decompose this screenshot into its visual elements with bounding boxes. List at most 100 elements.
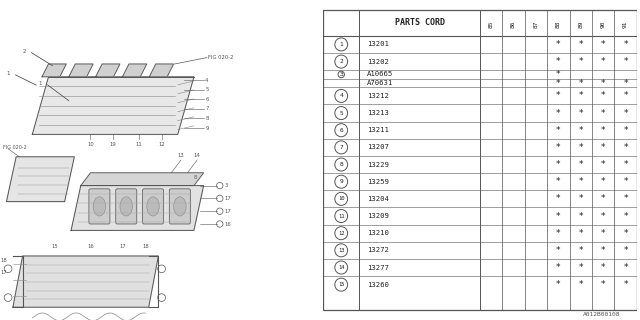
Text: 17: 17	[0, 270, 7, 276]
Text: 17: 17	[120, 244, 126, 249]
Text: *: *	[579, 177, 583, 186]
Text: *: *	[601, 177, 605, 186]
Text: *: *	[579, 263, 583, 272]
Text: *: *	[556, 194, 561, 204]
Text: A70631: A70631	[367, 80, 394, 86]
Text: *: *	[623, 143, 628, 152]
Text: *: *	[556, 70, 561, 79]
Text: *: *	[556, 40, 561, 49]
Text: 13204: 13204	[367, 196, 389, 202]
Text: A10665: A10665	[367, 71, 394, 77]
FancyBboxPatch shape	[89, 189, 110, 224]
Text: *: *	[579, 194, 583, 204]
Text: *: *	[601, 160, 605, 169]
Text: *: *	[623, 92, 628, 100]
Text: *: *	[623, 177, 628, 186]
Text: 3: 3	[339, 72, 343, 77]
FancyBboxPatch shape	[143, 189, 164, 224]
Text: 18: 18	[0, 258, 7, 263]
Text: *: *	[601, 143, 605, 152]
Text: *: *	[579, 246, 583, 255]
Text: 14: 14	[194, 153, 200, 158]
Text: *: *	[623, 126, 628, 135]
Circle shape	[335, 158, 348, 171]
Text: *: *	[556, 78, 561, 88]
Circle shape	[335, 124, 348, 137]
Text: *: *	[579, 143, 583, 152]
Text: *: *	[556, 126, 561, 135]
Text: *: *	[556, 160, 561, 169]
Text: *: *	[623, 246, 628, 255]
Text: 9: 9	[205, 125, 209, 131]
Text: *: *	[601, 229, 605, 238]
Circle shape	[335, 261, 348, 274]
Polygon shape	[71, 186, 204, 230]
Text: *: *	[579, 126, 583, 135]
Text: 8: 8	[194, 175, 197, 180]
Polygon shape	[95, 64, 120, 77]
Text: 1: 1	[6, 71, 10, 76]
Text: *: *	[579, 229, 583, 238]
Text: *: *	[556, 108, 561, 117]
Text: 13: 13	[338, 248, 344, 253]
Text: *: *	[601, 246, 605, 255]
Circle shape	[335, 192, 348, 205]
Circle shape	[157, 294, 166, 301]
Text: 86: 86	[511, 20, 516, 28]
Circle shape	[4, 294, 12, 301]
Text: *: *	[556, 143, 561, 152]
Text: *: *	[556, 92, 561, 100]
Text: *: *	[623, 160, 628, 169]
Text: *: *	[601, 263, 605, 272]
Text: 2: 2	[22, 49, 26, 54]
Text: *: *	[579, 57, 583, 66]
Text: *: *	[579, 160, 583, 169]
Text: 13202: 13202	[367, 59, 389, 65]
Text: *: *	[601, 40, 605, 49]
Text: *: *	[556, 177, 561, 186]
Text: 90: 90	[601, 20, 605, 28]
Text: *: *	[601, 280, 605, 289]
Circle shape	[335, 38, 348, 51]
Text: 3: 3	[225, 183, 228, 188]
Text: 5: 5	[205, 87, 209, 92]
Text: 89: 89	[579, 20, 583, 28]
Text: 6: 6	[205, 97, 209, 102]
Text: 14: 14	[338, 265, 344, 270]
Polygon shape	[69, 64, 93, 77]
Text: 18: 18	[142, 244, 149, 249]
Circle shape	[4, 265, 12, 273]
Circle shape	[335, 244, 348, 257]
Text: *: *	[601, 57, 605, 66]
Text: 13260: 13260	[367, 282, 389, 288]
Circle shape	[157, 265, 166, 273]
Polygon shape	[6, 157, 74, 202]
Text: *: *	[623, 229, 628, 238]
Text: *: *	[601, 92, 605, 100]
Ellipse shape	[93, 197, 106, 216]
Circle shape	[335, 278, 348, 291]
Text: 16: 16	[87, 244, 94, 249]
Text: 9: 9	[339, 179, 343, 184]
Text: 1: 1	[339, 42, 343, 47]
Text: 17: 17	[225, 196, 232, 201]
Text: 13277: 13277	[367, 265, 389, 270]
Text: *: *	[556, 229, 561, 238]
Text: 4: 4	[339, 93, 343, 99]
Text: 11: 11	[338, 213, 344, 219]
Text: 13: 13	[178, 153, 184, 158]
Text: 91: 91	[623, 20, 628, 28]
Text: *: *	[623, 78, 628, 88]
Text: *: *	[623, 40, 628, 49]
Text: *: *	[556, 57, 561, 66]
Text: A012B00108: A012B00108	[583, 312, 621, 317]
Polygon shape	[42, 64, 67, 77]
Circle shape	[335, 210, 348, 222]
Circle shape	[216, 208, 223, 214]
Text: PARTS CORD: PARTS CORD	[395, 18, 445, 27]
Text: 6: 6	[339, 128, 343, 133]
Circle shape	[335, 89, 348, 102]
Text: 10: 10	[338, 196, 344, 201]
Text: *: *	[601, 212, 605, 220]
Text: 13210: 13210	[367, 230, 389, 236]
